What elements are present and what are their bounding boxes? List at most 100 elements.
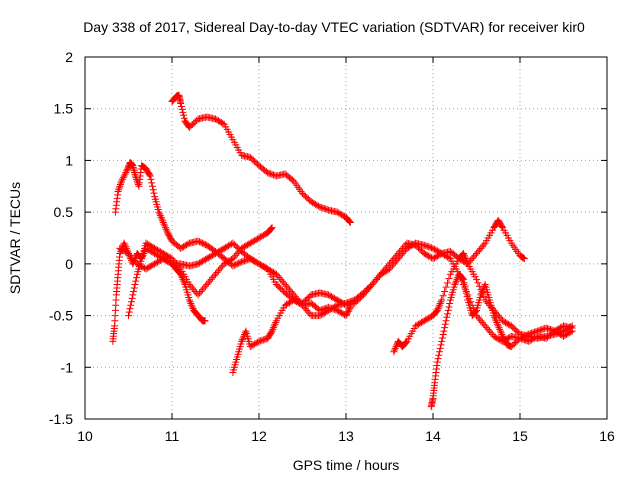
data-point xyxy=(116,181,124,189)
data-point xyxy=(461,253,469,261)
data-point xyxy=(272,270,280,278)
data-point xyxy=(179,108,187,116)
data-point xyxy=(436,249,444,257)
data-point xyxy=(423,242,431,250)
data-point xyxy=(128,294,136,302)
data-point xyxy=(149,243,157,251)
data-point xyxy=(155,257,163,265)
data-point xyxy=(364,286,372,294)
data-point xyxy=(212,250,219,258)
data-point xyxy=(187,300,195,308)
data-point xyxy=(438,337,446,345)
data-point xyxy=(150,189,158,197)
data-point xyxy=(432,246,440,254)
data-point xyxy=(136,262,144,270)
data-point xyxy=(132,274,140,282)
data-point xyxy=(212,115,219,123)
data-point xyxy=(425,252,433,260)
data-point xyxy=(497,329,505,337)
data-point xyxy=(519,335,527,343)
data-point xyxy=(135,261,143,269)
data-point xyxy=(238,258,246,266)
data-point xyxy=(435,303,443,311)
data-point xyxy=(223,243,231,251)
data-point xyxy=(306,292,314,300)
data-point xyxy=(162,225,170,233)
data-point xyxy=(149,261,157,269)
data-point xyxy=(312,200,320,208)
data-point xyxy=(213,249,221,257)
data-point xyxy=(203,281,211,289)
data-point xyxy=(458,274,466,282)
data-point xyxy=(238,336,246,344)
data-point xyxy=(317,311,325,319)
y-tick-label: 2 xyxy=(65,49,73,65)
data-point xyxy=(309,199,317,207)
data-point xyxy=(129,291,137,299)
data-point xyxy=(326,292,334,300)
data-point xyxy=(198,239,206,247)
data-point xyxy=(474,248,482,256)
data-point xyxy=(478,243,486,251)
data-point xyxy=(503,319,511,327)
data-point xyxy=(459,250,467,258)
data-point xyxy=(452,277,460,285)
data-point xyxy=(325,291,333,299)
data-point xyxy=(562,331,570,339)
data-point xyxy=(387,263,395,271)
data-point xyxy=(284,300,292,308)
data-point xyxy=(565,329,573,337)
data-point xyxy=(436,348,444,356)
data-point xyxy=(526,337,534,345)
data-point xyxy=(338,299,346,307)
data-point xyxy=(154,258,161,266)
data-point xyxy=(560,332,567,340)
data-point xyxy=(146,172,154,180)
data-point xyxy=(233,250,241,258)
data-point xyxy=(133,260,141,268)
data-point xyxy=(333,296,341,304)
data-point xyxy=(232,261,240,269)
data-point xyxy=(293,297,301,305)
data-point xyxy=(270,268,277,276)
data-point xyxy=(443,313,451,321)
data-point xyxy=(519,254,527,262)
data-point xyxy=(320,309,328,317)
data-point xyxy=(271,320,279,328)
data-point xyxy=(177,102,185,110)
data-point xyxy=(287,298,295,306)
data-point xyxy=(377,270,385,278)
data-point xyxy=(119,174,127,182)
data-point xyxy=(233,260,241,268)
data-point xyxy=(245,240,253,248)
data-point xyxy=(262,264,270,272)
y-tick-label: -0.5 xyxy=(49,308,73,324)
data-point xyxy=(468,255,476,263)
data-point xyxy=(146,242,154,250)
data-point xyxy=(161,256,169,264)
data-point xyxy=(310,200,318,208)
data-point xyxy=(116,182,124,190)
data-point xyxy=(290,296,298,304)
data-point xyxy=(390,260,398,268)
data-point xyxy=(394,255,402,263)
data-point xyxy=(267,328,275,336)
data-point xyxy=(335,307,343,315)
data-point xyxy=(254,338,262,346)
data-point xyxy=(462,286,470,294)
data-point xyxy=(225,257,233,265)
data-point xyxy=(154,246,161,254)
data-point xyxy=(283,282,291,290)
data-point xyxy=(212,270,219,278)
x-tick-label: 11 xyxy=(165,428,180,444)
data-point xyxy=(473,275,480,283)
data-point xyxy=(114,187,122,195)
data-point xyxy=(400,248,408,256)
data-point xyxy=(206,253,214,261)
series-track-4 xyxy=(125,224,276,320)
data-point xyxy=(184,240,192,248)
data-point xyxy=(393,256,401,264)
data-point xyxy=(259,231,267,239)
data-point xyxy=(322,308,330,316)
data-point xyxy=(336,210,344,218)
